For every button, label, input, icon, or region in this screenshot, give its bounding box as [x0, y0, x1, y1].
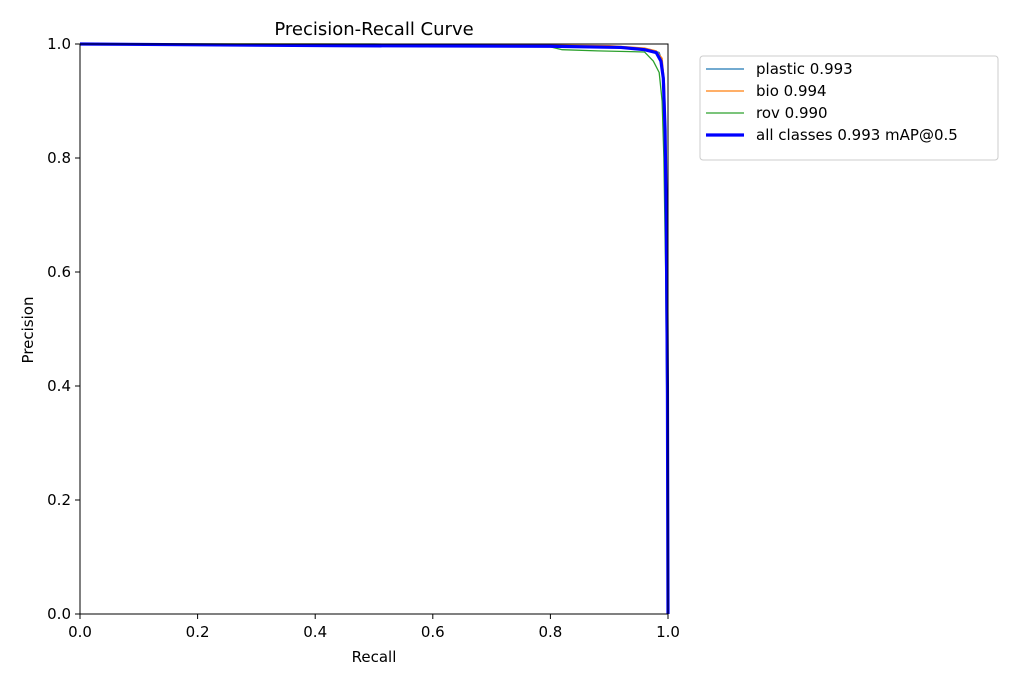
legend: plastic 0.993 bio 0.994 rov 0.990 all class…	[699, 55, 999, 161]
y-tick-label: 0.8	[47, 149, 71, 167]
x-tick-label: 0.2	[186, 623, 210, 641]
x-tick-label: 0.0	[68, 623, 92, 641]
plot-area	[79, 42, 670, 615]
legend-entry-3: all classes 0.993 mAP@0.5	[756, 126, 958, 144]
chart-title: Precision-Recall Curve	[274, 19, 473, 40]
legend-entry-2: rov 0.990	[756, 104, 828, 122]
plot-frame	[79, 43, 669, 615]
x-tick-label: 0.4	[303, 623, 327, 641]
x-tick-label: 0.8	[538, 623, 562, 641]
x-tick-label: 0.6	[421, 623, 445, 641]
legend-entry-0: plastic 0.993	[756, 60, 853, 78]
x-axis: 0.0 0.2 0.4 0.6 0.8 1.0	[68, 614, 680, 641]
y-tick-label: 0.2	[47, 491, 71, 509]
legend-box	[699, 55, 999, 161]
series-line-3	[79, 42, 670, 615]
y-tick-label: 0.6	[47, 263, 71, 281]
x-tick-label: 1.0	[656, 623, 680, 641]
y-tick-label: 1.0	[47, 35, 71, 53]
x-axis-label: Recall	[352, 648, 397, 666]
y-tick-label: 0.0	[47, 605, 71, 623]
legend-entry-1: bio 0.994	[756, 82, 827, 100]
y-axis: 0.0 0.2 0.4 0.6 0.8 1.0	[47, 35, 80, 623]
y-tick-label: 0.4	[47, 377, 71, 395]
y-axis-label: Precision	[19, 297, 37, 364]
